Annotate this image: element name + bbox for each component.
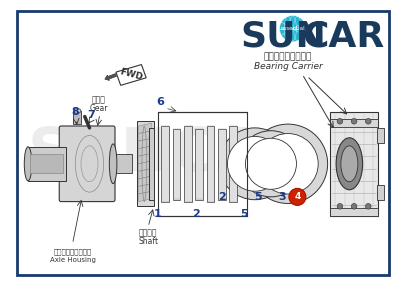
Bar: [28, 147, 66, 181]
FancyBboxPatch shape: [59, 126, 115, 202]
Circle shape: [238, 131, 304, 197]
Text: SUN: SUN: [241, 19, 326, 53]
Text: 8: 8: [72, 107, 79, 117]
FancyArrow shape: [105, 74, 116, 80]
Text: 3: 3: [278, 192, 286, 202]
Text: Shaft: Shaft: [138, 237, 158, 246]
Bar: [137, 121, 154, 206]
Text: ベアリングキャリア: ベアリングキャリア: [264, 53, 312, 61]
Bar: [158, 112, 247, 216]
Circle shape: [366, 118, 371, 124]
Text: アクスルハウジング: アクスルハウジング: [53, 248, 92, 255]
Text: Bearing Carrier: Bearing Carrier: [254, 62, 322, 71]
Polygon shape: [116, 65, 146, 85]
Ellipse shape: [109, 144, 117, 184]
Bar: [195, 129, 203, 200]
Polygon shape: [139, 168, 152, 179]
Bar: [161, 126, 169, 202]
Bar: [149, 128, 154, 200]
Circle shape: [219, 128, 291, 200]
Circle shape: [228, 136, 282, 191]
Ellipse shape: [336, 138, 363, 190]
Polygon shape: [139, 184, 152, 194]
Bar: [377, 184, 384, 200]
Bar: [330, 119, 378, 127]
Text: 1: 1: [154, 209, 162, 219]
Polygon shape: [139, 161, 152, 171]
Bar: [330, 208, 378, 216]
Text: 4: 4: [294, 192, 300, 201]
Circle shape: [289, 188, 306, 205]
Circle shape: [366, 203, 371, 209]
Circle shape: [351, 203, 357, 209]
Text: FWD: FWD: [118, 67, 144, 82]
Circle shape: [248, 124, 328, 203]
Circle shape: [337, 203, 343, 209]
Ellipse shape: [74, 108, 81, 113]
Polygon shape: [139, 153, 152, 164]
Circle shape: [280, 15, 306, 42]
Polygon shape: [139, 146, 152, 156]
Text: ギヤー: ギヤー: [92, 95, 106, 104]
Circle shape: [351, 118, 357, 124]
Text: CAR: CAR: [302, 19, 384, 53]
Text: 2: 2: [192, 209, 200, 219]
Circle shape: [258, 134, 318, 194]
Bar: [173, 129, 180, 200]
Bar: [330, 112, 378, 216]
Bar: [229, 126, 237, 202]
Text: 6: 6: [156, 97, 164, 107]
Polygon shape: [139, 138, 152, 149]
Text: SUNCAR: SUNCAR: [28, 125, 312, 184]
Text: Axle Housing: Axle Housing: [50, 257, 96, 263]
Bar: [218, 129, 226, 200]
Text: 7: 7: [88, 110, 95, 120]
Polygon shape: [139, 123, 152, 134]
Polygon shape: [139, 131, 152, 141]
Ellipse shape: [341, 146, 358, 182]
Circle shape: [246, 138, 296, 189]
Polygon shape: [139, 191, 152, 202]
Text: 5: 5: [240, 209, 247, 219]
Bar: [113, 154, 132, 173]
Text: essential: essential: [280, 26, 305, 31]
Ellipse shape: [24, 147, 32, 181]
Text: 2: 2: [218, 192, 226, 202]
Bar: [377, 128, 384, 143]
Bar: [184, 126, 192, 202]
Text: シャフト: シャフト: [139, 228, 157, 237]
Bar: [207, 126, 214, 202]
Polygon shape: [139, 176, 152, 186]
Text: Gear: Gear: [90, 104, 108, 112]
Text: 5: 5: [254, 192, 262, 202]
Circle shape: [337, 118, 343, 124]
Bar: [30, 154, 63, 173]
Bar: [74, 111, 81, 124]
